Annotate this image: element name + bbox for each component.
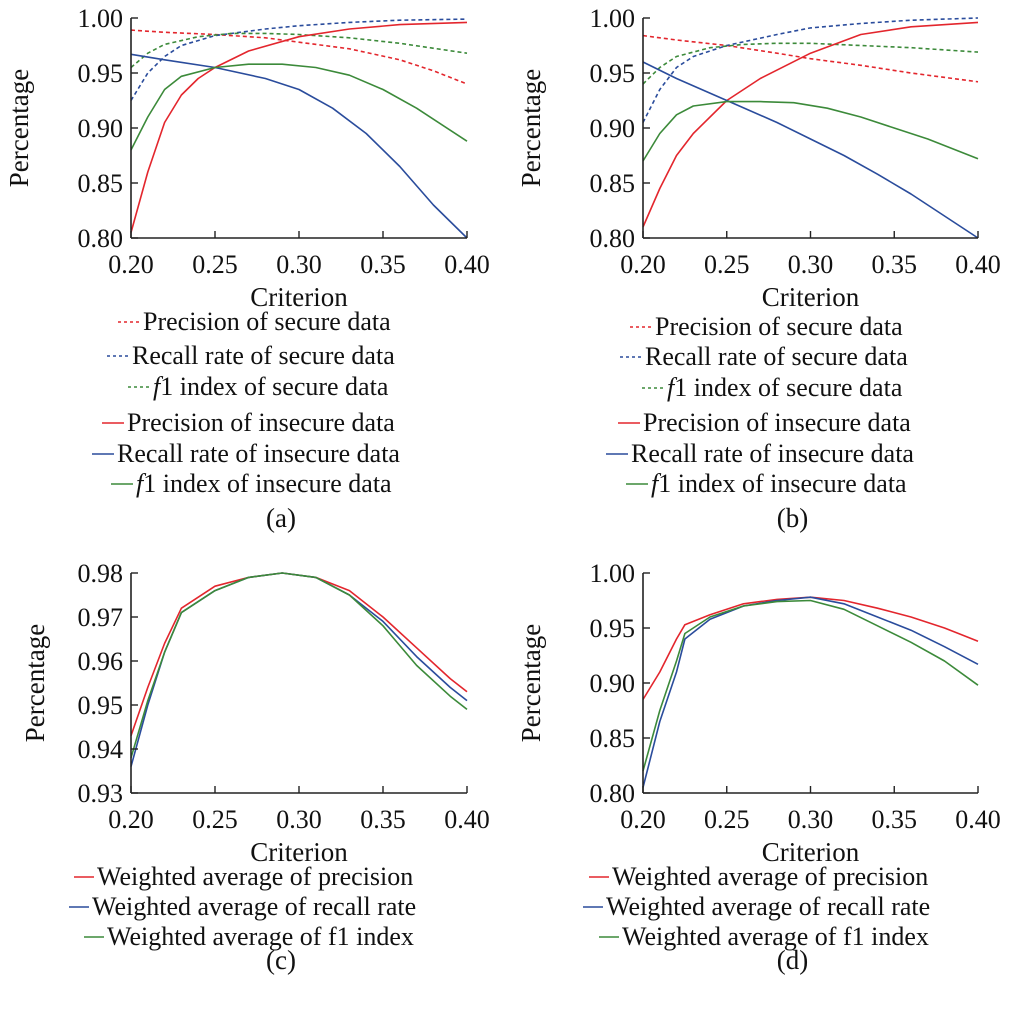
legend-label-a-1: Recall rate of secure data xyxy=(132,341,395,370)
x-tick-label-c-1: 0.25 xyxy=(192,805,238,834)
y-tick-label-b-1: 0.85 xyxy=(590,169,636,198)
y-tick-label-d-3: 0.95 xyxy=(590,614,636,643)
y-tick-label-c-3: 0.96 xyxy=(78,647,124,676)
series-line-d-1 xyxy=(642,596,979,788)
legend-label-b-0: Precision of secure data xyxy=(655,312,903,341)
x-tick-label-a-2: 0.30 xyxy=(276,250,322,279)
x-tick-label-a-1: 0.25 xyxy=(192,250,238,279)
chart-d: 0.20 0.25 0.30 0.35 0.40 0.80 0.85 0.90 0.95 1.00… xyxy=(516,559,1001,975)
chart-b: 0.20 0.25 0.30 0.35 0.40 0.80 0.85 0.90 0.95 1.00… xyxy=(516,4,1001,533)
series-line-b-4 xyxy=(642,61,979,239)
legend-label-d-0: Weighted average of precision xyxy=(612,862,928,891)
x-tick-label-c-4: 0.40 xyxy=(444,805,490,834)
legend-label-b-4: Recall rate of insecure data xyxy=(631,439,914,468)
series-line-d-0 xyxy=(642,596,979,700)
y-tick-label-d-4: 1.00 xyxy=(590,559,636,588)
series-line-b-3 xyxy=(642,21,979,228)
chart-a: 0.20 0.25 0.30 0.35 0.40 0.80 0.85 0.90 0.95 1.00… xyxy=(4,4,490,533)
legend-label-a-2: f1 index of secure data xyxy=(153,372,389,401)
y-tick-label-a-3: 0.95 xyxy=(78,59,124,88)
x-tick-label-d-2: 0.30 xyxy=(788,805,834,834)
series-line-a-3 xyxy=(130,21,468,233)
x-tick-label-d-4: 0.40 xyxy=(955,805,1001,834)
series-line-a-2 xyxy=(130,32,468,69)
y-tick-label-c-2: 0.95 xyxy=(78,691,124,720)
x-tick-label-a-4: 0.40 xyxy=(444,250,490,279)
x-tick-label-a-3: 0.35 xyxy=(360,250,406,279)
y-tick-label-b-4: 1.00 xyxy=(590,4,636,33)
y-tick-label-c-5: 0.98 xyxy=(78,559,124,588)
series-line-a-1 xyxy=(130,18,468,101)
panel-label-c: (c) xyxy=(266,945,296,975)
y-tick-label-b-0: 0.80 xyxy=(590,224,636,253)
x-tick-label-b-0: 0.20 xyxy=(620,250,666,279)
y-tick-label-d-0: 0.80 xyxy=(590,779,636,808)
legend-label-b-3: Precision of insecure data xyxy=(643,408,911,437)
y-axis-label-d: Percentage xyxy=(516,624,546,742)
x-tick-label-b-1: 0.25 xyxy=(704,250,750,279)
chart-c: 0.20 0.25 0.30 0.35 0.40 0.93 0.94 0.95 0.96 0.97… xyxy=(20,559,490,975)
y-tick-label-c-1: 0.94 xyxy=(78,735,124,764)
legend-label-c-0: Weighted average of precision xyxy=(97,862,413,891)
legend-label-d-1: Weighted average of recall rate xyxy=(606,892,930,921)
x-axis-label-d: Criterion xyxy=(762,837,860,867)
y-tick-label-b-2: 0.90 xyxy=(590,114,636,143)
series-line-c-0 xyxy=(130,572,468,737)
x-tick-label-d-1: 0.25 xyxy=(704,805,750,834)
y-tick-label-a-0: 0.80 xyxy=(78,224,124,253)
legend-label-b-2: f1 index of secure data xyxy=(667,373,903,402)
y-tick-label-c-0: 0.93 xyxy=(78,779,124,808)
x-tick-label-d-3: 0.35 xyxy=(872,805,918,834)
y-tick-label-d-2: 0.90 xyxy=(590,669,636,698)
legend-label-a-5: f1 index of insecure data xyxy=(136,469,392,498)
series-line-d-2 xyxy=(642,599,979,772)
series-line-a-5 xyxy=(130,63,468,151)
legend-label-c-1: Weighted average of recall rate xyxy=(92,892,416,921)
y-tick-label-a-2: 0.90 xyxy=(78,114,124,143)
series-line-b-5 xyxy=(642,100,979,162)
x-tick-label-c-2: 0.30 xyxy=(276,805,322,834)
series-line-b-0 xyxy=(642,34,979,83)
y-tick-label-d-1: 0.85 xyxy=(590,724,636,753)
legend-label-a-3: Precision of insecure data xyxy=(127,408,395,437)
y-tick-label-c-4: 0.97 xyxy=(78,603,124,632)
series-line-b-2 xyxy=(642,42,979,85)
y-tick-label-a-1: 0.85 xyxy=(78,169,124,198)
x-axis-label-a: Criterion xyxy=(250,282,348,312)
series-line-b-1 xyxy=(642,17,979,123)
panel-label-b: (b) xyxy=(777,503,808,533)
y-axis-label-a: Percentage xyxy=(4,69,34,187)
x-tick-label-d-0: 0.20 xyxy=(620,805,666,834)
x-tick-label-b-2: 0.30 xyxy=(788,250,834,279)
legend-label-d-2: Weighted average of f1 index xyxy=(622,922,929,951)
y-tick-label-b-3: 0.95 xyxy=(590,59,636,88)
x-tick-label-b-3: 0.35 xyxy=(872,250,918,279)
series-line-c-1 xyxy=(130,572,468,767)
x-tick-label-c-0: 0.20 xyxy=(108,805,154,834)
legend-label-b-5: f1 index of insecure data xyxy=(651,469,907,498)
x-axis-label-b: Criterion xyxy=(762,282,860,312)
legend-label-b-1: Recall rate of secure data xyxy=(645,342,908,371)
x-tick-label-c-3: 0.35 xyxy=(360,805,406,834)
legend-label-a-0: Precision of secure data xyxy=(143,307,391,336)
panel-label-a: (a) xyxy=(266,503,296,533)
y-axis-label-c: Percentage xyxy=(20,624,50,742)
x-tick-label-a-0: 0.20 xyxy=(108,250,154,279)
series-line-a-0 xyxy=(130,29,468,85)
y-axis-label-b: Percentage xyxy=(516,69,546,187)
x-axis-label-c: Criterion xyxy=(250,837,348,867)
y-tick-label-a-4: 1.00 xyxy=(78,4,124,33)
x-tick-label-b-4: 0.40 xyxy=(955,250,1001,279)
legend-label-a-4: Recall rate of insecure data xyxy=(117,439,400,468)
panel-label-d: (d) xyxy=(777,945,808,975)
legend-label-c-2: Weighted average of f1 index xyxy=(107,922,414,951)
series-line-a-4 xyxy=(130,53,468,239)
series-line-c-2 xyxy=(130,572,468,759)
